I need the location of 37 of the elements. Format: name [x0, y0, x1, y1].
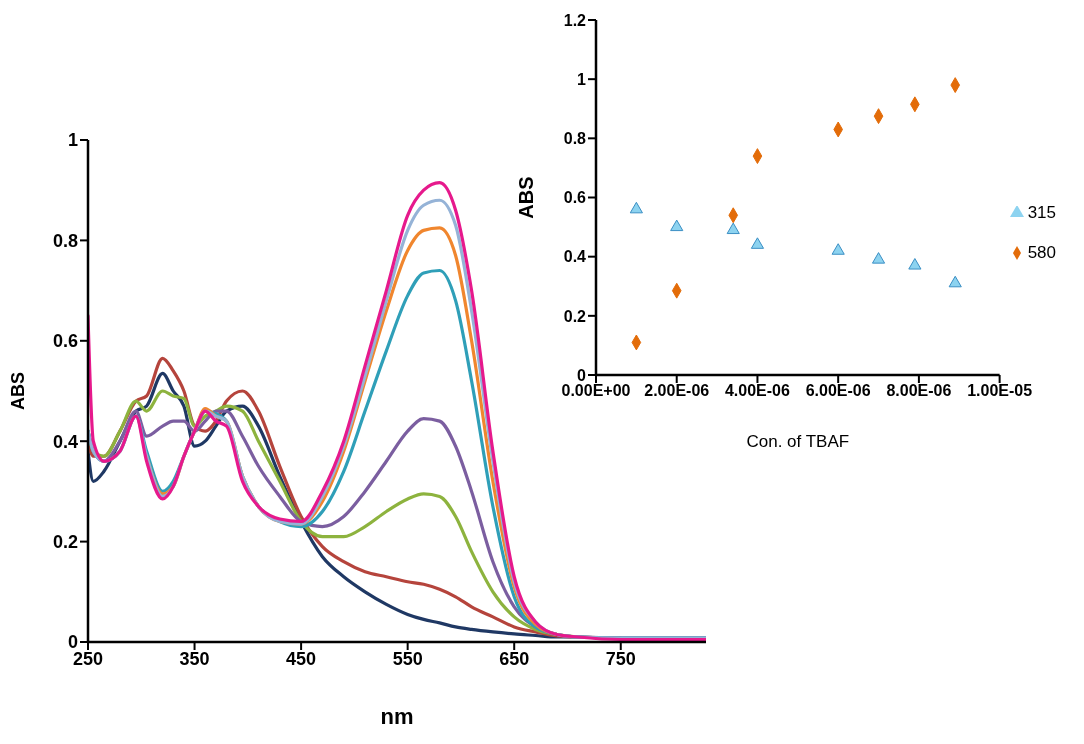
y-tick-label: 0.6 [563, 189, 587, 207]
x-tick-label: 450 [286, 648, 317, 669]
x-tick-label: 8.00E-06 [886, 382, 952, 400]
y-tick-label: 0.6 [52, 331, 78, 352]
x-tick-label: 0.00E+00 [561, 382, 631, 400]
y-axis-title: ABS [8, 371, 29, 411]
x-tick-label: 2.00E-06 [644, 382, 710, 400]
y-tick-label: 1 [577, 70, 587, 88]
x-tick-label: 6.00E-06 [805, 382, 871, 400]
y-tick-label: 0 [577, 366, 587, 384]
x-tick-label: 4.00E-06 [724, 382, 791, 400]
x-tick-label: 750 [605, 648, 636, 669]
x-tick-label: 650 [499, 648, 530, 669]
y-tick-label: 1 [67, 130, 78, 151]
point [629, 201, 643, 214]
x-tick-label: 550 [392, 648, 423, 669]
point [726, 222, 740, 235]
x-axis-title: Con. of TBAF [746, 432, 850, 451]
y-tick-label: 0.2 [563, 307, 587, 325]
point [750, 237, 765, 249]
legend-label: 315 [1027, 202, 1056, 222]
point [831, 243, 845, 255]
x-tick-label: 1.00E-05 [967, 382, 1033, 400]
y-tick-label: 0.2 [52, 531, 78, 552]
x-tick-label: 350 [179, 648, 210, 669]
point [871, 252, 886, 264]
y-tick-label: 0.4 [52, 431, 78, 452]
point [908, 258, 922, 270]
y-tick-label: 0.8 [563, 130, 587, 148]
y-axis-title: ABS [515, 176, 538, 219]
y-tick-label: 0.4 [563, 248, 587, 266]
point [670, 219, 684, 232]
y-tick-label: 1.2 [563, 11, 587, 29]
point [948, 275, 962, 288]
x-axis-title: nm [380, 704, 414, 729]
y-tick-label: 0.8 [52, 230, 78, 251]
legend-label: 580 [1027, 242, 1056, 262]
